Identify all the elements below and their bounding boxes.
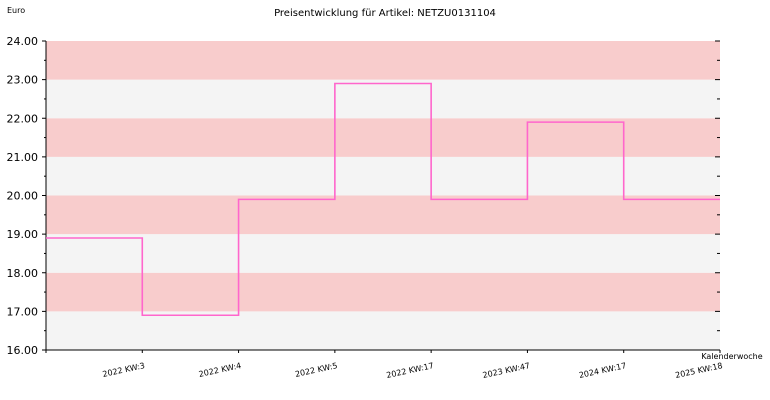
grid-band	[46, 118, 720, 157]
x-tick-label: 2022 KW:3	[102, 361, 146, 379]
x-axis-label: Kalenderwoche	[701, 352, 762, 361]
x-tick-label: 2025 KW:18	[674, 361, 723, 380]
grid-band	[46, 156, 720, 196]
x-tick-label: 2022 KW:5	[294, 361, 338, 379]
grid-band	[46, 272, 720, 312]
y-tick-label: 17.00	[7, 305, 39, 318]
y-tick-label: 16.00	[7, 344, 39, 357]
y-axis-label: Euro	[7, 6, 25, 15]
y-tick-label: 22.00	[7, 112, 39, 125]
x-tick-label: 2024 KW:17	[578, 361, 627, 380]
x-tick-label: 2022 KW:17	[386, 361, 435, 380]
grid-band	[46, 41, 720, 80]
chart-title: Preisentwicklung für Artikel: NETZU01311…	[274, 8, 496, 19]
y-tick-label: 24.00	[7, 35, 39, 48]
x-tick-label: 2023 KW:47	[482, 361, 531, 380]
grid-band	[46, 195, 720, 235]
y-tick-label: 21.00	[7, 151, 39, 164]
grid-band	[46, 79, 720, 119]
grid-band	[46, 311, 720, 350]
grid-band	[46, 234, 720, 273]
y-tick-label: 23.00	[7, 74, 39, 87]
y-tick-label: 19.00	[7, 228, 39, 241]
y-tick-labels: 16.00 17.00 18.00 19.00 20.00 21.00 22.00 23.00…	[7, 35, 39, 357]
grid-bands	[46, 41, 720, 350]
axes	[42, 40, 721, 353]
x-tick-label: 2022 KW:4	[198, 361, 242, 379]
y-tick-label: 20.00	[7, 190, 39, 203]
y-tick-label: 18.00	[7, 267, 39, 280]
price-step-line	[46, 82, 720, 317]
series-line	[46, 82, 720, 317]
x-tick-labels: 2022 KW:3 2022 KW:4 2022 KW:5 2022 KW:17 202…	[102, 361, 724, 380]
